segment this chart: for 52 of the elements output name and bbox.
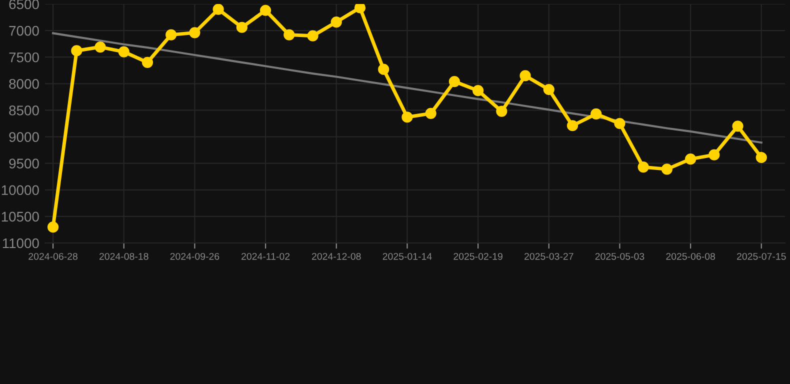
x-tick-label: 2025-07-15 <box>737 252 786 260</box>
point <box>166 29 177 40</box>
point <box>71 45 82 56</box>
point <box>543 84 554 96</box>
point <box>425 108 436 119</box>
point <box>284 29 295 40</box>
x-tick-label: 2025-06-08 <box>666 252 715 260</box>
y-tick-label: 10000 <box>2 185 39 196</box>
point <box>354 4 366 14</box>
x-tick-label: 2024-08-18 <box>99 252 148 260</box>
point <box>189 27 200 38</box>
point <box>756 152 767 164</box>
x-tick-label: 2025-01-14 <box>382 252 432 260</box>
y-tick-label: 9000 <box>9 132 39 142</box>
y-tick-label: 10500 <box>2 212 39 222</box>
point <box>142 56 154 68</box>
y-tick-label: 9500 <box>9 158 39 169</box>
point <box>496 106 508 117</box>
x-tick-label: 2025-05-03 <box>595 252 644 260</box>
x-tick-label: 2025-03-27 <box>524 252 574 260</box>
point <box>94 41 106 53</box>
point <box>307 30 318 42</box>
point <box>378 64 390 75</box>
x-tick-label: 2024-09-26 <box>170 252 220 260</box>
point <box>638 161 649 173</box>
x-tick-label: 2025-02-19 <box>454 252 502 260</box>
line-series <box>52 32 762 144</box>
point <box>330 16 342 28</box>
y-tick-label: 8500 <box>9 106 39 116</box>
point <box>472 85 484 96</box>
point <box>566 120 578 132</box>
point <box>661 164 672 175</box>
x-tick-label: 2024-06-28 <box>28 252 78 260</box>
x-tick-label: 2024-11-02 <box>242 252 290 260</box>
point <box>590 108 602 120</box>
point <box>236 22 248 33</box>
point <box>448 76 460 88</box>
point <box>708 149 720 160</box>
point <box>212 4 224 15</box>
y-tick-label: 8000 <box>9 79 39 89</box>
point <box>614 118 626 130</box>
y-tick-label: 7500 <box>9 52 39 62</box>
point <box>732 120 744 132</box>
point <box>520 70 531 82</box>
y-tick-label: 7000 <box>9 26 39 36</box>
point <box>402 112 413 123</box>
x-tick-label: 2024-12-08 <box>312 252 361 260</box>
point <box>47 222 59 233</box>
y-tick-label: 11000 <box>2 238 39 248</box>
point <box>684 154 696 165</box>
point <box>118 46 130 58</box>
point <box>260 4 272 16</box>
